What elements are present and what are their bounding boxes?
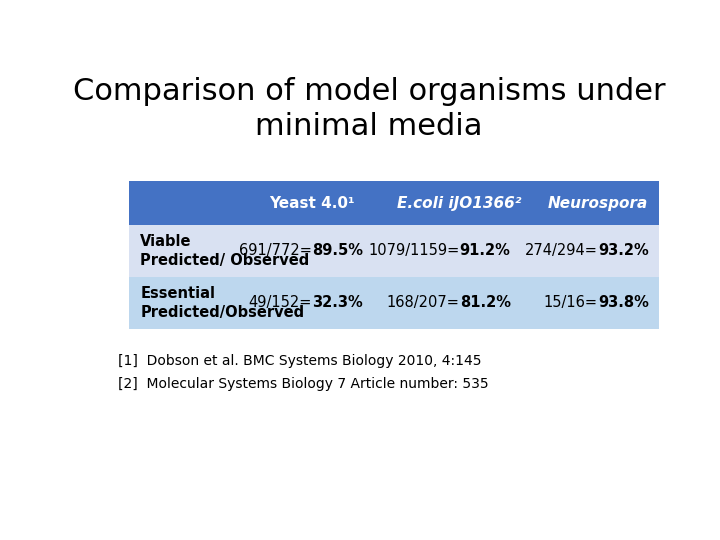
Bar <box>536 225 660 277</box>
Text: 32.3%: 32.3% <box>312 295 363 310</box>
Text: [2]  Molecular Systems Biology 7 Article number: 535: [2] Molecular Systems Biology 7 Article … <box>118 377 489 390</box>
Text: Comparison of model organisms under
minimal media: Comparison of model organisms under mini… <box>73 77 665 141</box>
Bar <box>240 277 383 329</box>
Text: Essential
Predicted/Observed: Essential Predicted/Observed <box>140 286 305 320</box>
Text: 93.8%: 93.8% <box>598 295 649 310</box>
Bar <box>383 277 536 329</box>
Text: 1079/1159=: 1079/1159= <box>369 244 459 258</box>
Text: 49/152=: 49/152= <box>248 295 312 310</box>
Bar <box>129 181 240 225</box>
Text: 91.2%: 91.2% <box>459 244 510 258</box>
Bar <box>240 181 383 225</box>
Text: 89.5%: 89.5% <box>312 244 363 258</box>
Text: 15/16=: 15/16= <box>544 295 598 310</box>
Bar <box>129 277 240 329</box>
Bar <box>240 225 383 277</box>
Text: 274/294=: 274/294= <box>525 244 598 258</box>
Bar <box>383 225 536 277</box>
Bar <box>536 181 660 225</box>
Bar <box>129 225 240 277</box>
Text: 93.2%: 93.2% <box>598 244 649 258</box>
Text: 81.2%: 81.2% <box>459 295 510 310</box>
Text: Yeast 4.0¹: Yeast 4.0¹ <box>269 195 355 211</box>
Text: 168/207=: 168/207= <box>387 295 459 310</box>
Text: [1]  Dobson et al. BMC Systems Biology 2010, 4:145: [1] Dobson et al. BMC Systems Biology 20… <box>118 354 482 368</box>
Text: E.coli iJO1366²: E.coli iJO1366² <box>397 195 522 211</box>
Bar <box>383 181 536 225</box>
Text: Neurospora: Neurospora <box>548 195 648 211</box>
Bar <box>536 277 660 329</box>
Text: 691/772=: 691/772= <box>239 244 312 258</box>
Text: Viable
Predicted/ Observed: Viable Predicted/ Observed <box>140 234 310 268</box>
